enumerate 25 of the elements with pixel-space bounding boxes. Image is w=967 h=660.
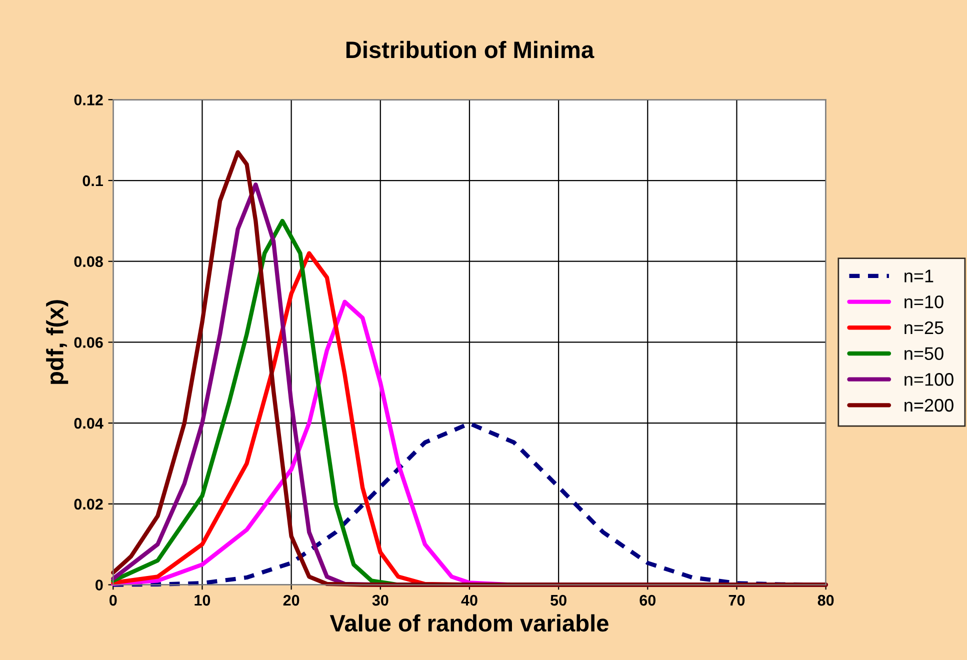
- y-tick-label: 0.1: [82, 175, 103, 186]
- x-tick-label: 20: [283, 594, 300, 606]
- legend-label: n=200: [904, 398, 954, 412]
- x-tick-label: 80: [818, 594, 834, 606]
- legend-label: n=50: [904, 347, 944, 360]
- chart-title: Distribution of Minima: [346, 40, 594, 58]
- legend-label: n=25: [904, 321, 944, 334]
- legend-label: n=100: [904, 373, 954, 386]
- legend-label: n=1: [904, 270, 934, 282]
- x-tick-label: 10: [194, 594, 210, 606]
- x-tick-label: 50: [550, 594, 566, 606]
- y-tick-label: 0.06: [74, 337, 103, 348]
- y-tick-label: 0.12: [74, 94, 103, 106]
- y-axis-title: pdf, f(x): [46, 300, 68, 384]
- x-axis-title: Value of random variable: [330, 614, 608, 632]
- legend-label: n=10: [904, 295, 944, 308]
- x-tick-label: 0: [109, 594, 117, 606]
- y-tick-label: 0.02: [74, 498, 103, 510]
- x-tick-label: 30: [372, 594, 388, 606]
- y-tick-label: 0.04: [74, 418, 104, 429]
- x-tick-label: 60: [640, 594, 656, 606]
- x-tick-label: 70: [728, 594, 745, 606]
- y-tick-label: 0.08: [74, 256, 103, 268]
- y-tick-label: 0: [96, 580, 103, 590]
- x-tick-label: 40: [461, 594, 478, 606]
